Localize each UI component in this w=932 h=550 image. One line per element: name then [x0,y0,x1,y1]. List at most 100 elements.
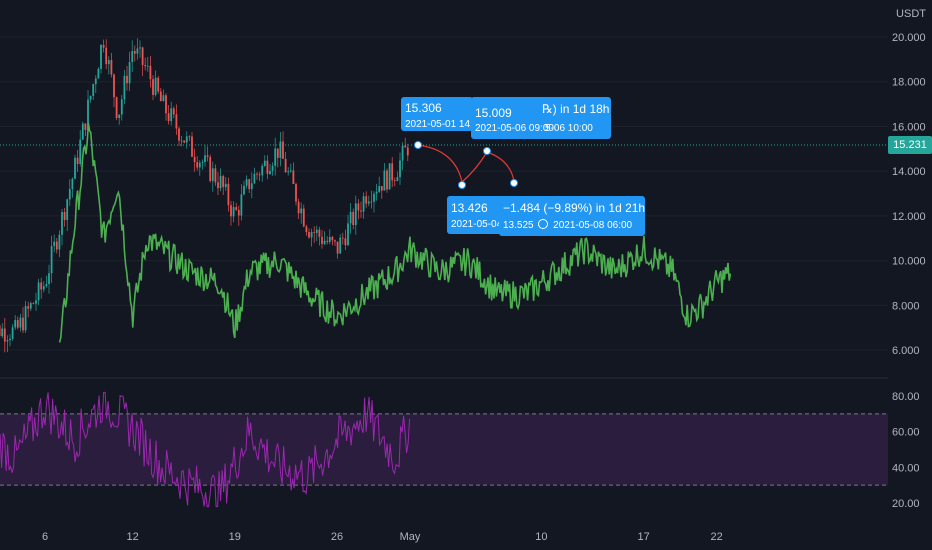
y-tick-label: 20.000 [892,32,926,44]
arrow-a-c [417,144,463,183]
candle-body [152,79,154,95]
candle-body [178,128,180,141]
candle-body [0,325,1,337]
candle-body [240,194,243,216]
candle-body [406,147,409,156]
candle-body [386,170,388,190]
callout-c-date: 2021-05-04 1 [451,219,511,230]
last-price-badge: 15.231 [888,136,932,154]
candle-body [266,160,269,174]
candle-body [9,338,11,341]
y-tick-label: 16.000 [892,121,926,133]
candle-body [245,179,248,186]
candle-body [94,78,97,85]
candle-body [297,201,300,214]
x-tick-label: 19 [229,531,241,543]
point-d[interactable] [510,179,518,187]
y-tick-label: 6.000 [892,345,920,357]
candle-body [383,170,386,191]
candle-body [115,97,118,119]
callout-d-change: −1.484 (−9.89%) in 1d 21h [503,201,646,215]
candle-body [211,168,214,182]
candle-body [76,157,79,165]
candle-body [261,165,264,176]
candle-body [191,136,193,157]
candle-body [378,186,381,192]
candle-body [380,186,383,191]
point-c[interactable] [458,181,466,189]
candle-body [79,139,82,165]
candle-body [146,65,149,67]
candle-body [375,191,378,194]
candle-body [6,340,9,342]
callout-d[interactable]: −1.484 (−9.89%) in 1d 21h 13.525 2021-05… [499,196,645,236]
candle-body [365,196,368,204]
callout-a-date: 2021-05-01 14:00 [405,119,484,130]
callout-b-hidden-top: ℞) in 1d 18h [542,102,610,116]
candle-body [341,237,344,239]
y-tick-label: 10.000 [892,256,926,268]
rsi-axis: 80.00 60.00 40.00 20.00 [892,391,920,510]
candle-body [360,210,362,212]
candle-body [167,113,170,122]
candle-body [131,51,134,62]
candle-body [248,179,251,190]
point-b[interactable] [483,147,491,155]
callout-b[interactable]: 15.009 ℞) in 1d 18h 2021-05-06 09:00 5-0… [471,97,611,139]
x-tick-label: 6 [42,531,48,543]
candle-body [61,212,63,235]
measure-arrows [414,141,518,189]
price-grid [0,36,888,351]
candle-body [87,99,89,130]
candle-body [45,284,48,287]
candle-body [271,165,274,171]
candle-body [206,155,209,157]
candle-body [100,44,102,69]
candle-body [354,203,357,226]
x-tick-label: 26 [331,531,343,543]
candle-body [326,240,329,242]
point-a[interactable] [414,141,422,149]
candle-body [331,236,334,241]
candle-body [276,148,279,158]
candle-body [256,173,258,175]
x-tick-label: May [400,531,421,543]
candle-body [336,241,339,254]
overlay-line [58,123,732,343]
candle-body [66,199,69,221]
candle-body [14,320,17,328]
callout-c[interactable]: 13.426 2021-05-04 1 [447,196,511,234]
candle-body [81,123,84,140]
callout-a[interactable]: 15.306 2021-05-01 14:00 [401,97,484,131]
candle-body [230,205,232,217]
candle-body [157,77,160,92]
x-tick-label: 10 [535,531,547,543]
candle-body [159,91,162,102]
candle-body [63,212,66,221]
candle-body [282,141,284,159]
candle-body [284,158,287,173]
candle-body [310,232,313,238]
candle-body [253,173,256,184]
rsi-band [0,413,888,486]
candle-body [172,108,175,115]
x-tick-label: 22 [710,531,722,543]
candle-body [279,141,282,158]
candle-body [89,95,92,100]
callout-b-date: 2021-05-06 09:00 [475,123,554,134]
candle-body [128,61,131,84]
candle-body [370,201,373,203]
candle-body [396,177,399,181]
candle-body [362,196,365,212]
callout-d-price: 13.525 [503,220,534,231]
candle-body [193,156,196,163]
unit-label: USDT [896,8,926,20]
candle-body [305,226,308,233]
arrow-c-b [461,151,488,183]
candle-body [133,51,136,54]
candle-body [258,174,261,176]
candle-body [188,136,191,138]
candle-body [224,183,227,188]
candle-body [29,303,32,309]
candle-body [263,160,266,166]
